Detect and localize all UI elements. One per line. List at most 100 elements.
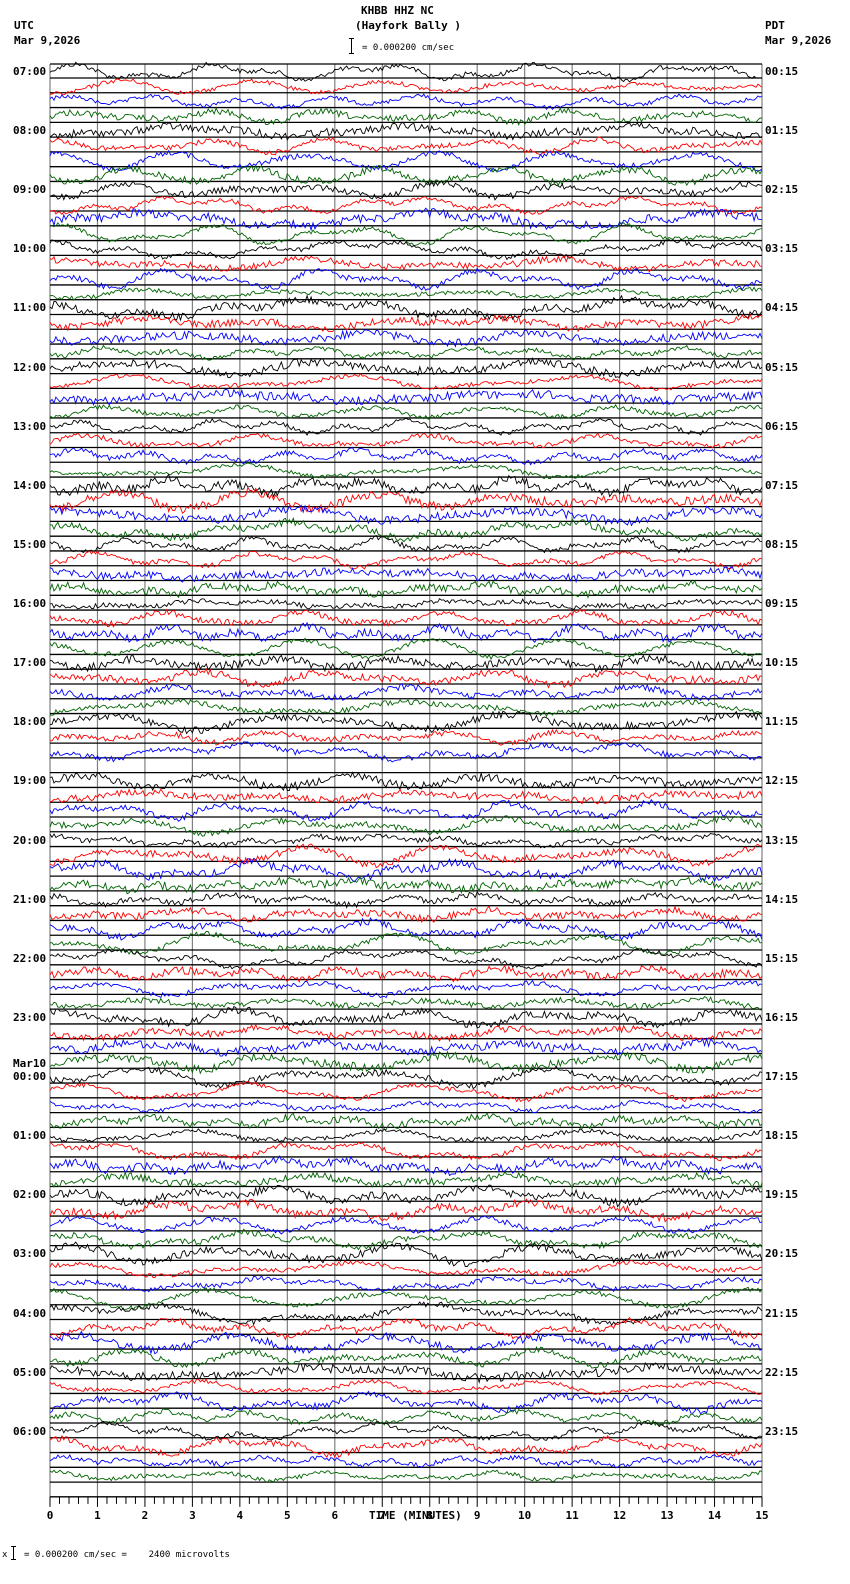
pdt-hour-label: 18:15	[765, 1129, 799, 1143]
seismic-trace	[49, 462, 763, 480]
seismic-trace	[49, 1037, 763, 1057]
x-tick-label: 13	[660, 1508, 674, 1522]
seismic-trace	[49, 1099, 763, 1114]
seismic-trace	[49, 255, 763, 273]
x-tick-label: 4	[236, 1508, 244, 1522]
seismic-trace	[49, 843, 763, 869]
seismic-trace	[49, 486, 763, 515]
utc-hour-label: 20:00	[13, 833, 47, 847]
seismic-trace	[49, 344, 763, 361]
seismic-trace	[49, 504, 763, 527]
pdt-hour-label: 15:15	[765, 951, 799, 965]
seismic-trace	[49, 931, 763, 955]
seismic-trace	[49, 313, 763, 333]
seismic-trace	[49, 1390, 763, 1415]
station-location: (Hayfork Bally )	[355, 19, 461, 32]
utc-hour-label: 14:00	[13, 478, 47, 492]
seismic-trace	[49, 728, 763, 746]
seismic-trace	[49, 1241, 763, 1267]
pdt-hour-label: 10:15	[765, 656, 799, 670]
seismic-trace	[49, 1286, 763, 1312]
utc-hour-label: 06:00	[13, 1424, 47, 1438]
x-tick-label: 8	[426, 1508, 434, 1522]
utc-hour-label: 13:00	[13, 419, 47, 433]
seismic-trace	[49, 1081, 763, 1103]
x-tick-label: 15	[755, 1508, 769, 1522]
seismic-trace	[49, 1408, 763, 1427]
x-tick-label: 0	[46, 1508, 54, 1522]
seismic-trace	[49, 1170, 763, 1190]
footer-scale-text: = 0.000200 cm/sec = 2400 microvolts	[24, 1550, 230, 1560]
seismic-trace	[49, 1345, 763, 1369]
utc-hour-label: 00:00	[13, 1070, 47, 1084]
seismic-trace	[49, 1184, 763, 1208]
x-tick-label: 12	[612, 1508, 627, 1522]
pdt-hour-label: 01:15	[765, 124, 799, 138]
utc-hour-label: 01:00	[13, 1129, 47, 1143]
seismic-trace	[49, 238, 763, 261]
seismic-trace	[49, 979, 763, 999]
x-tick-label: 3	[189, 1508, 196, 1522]
seismic-trace	[49, 106, 763, 127]
seismic-trace	[49, 195, 763, 215]
x-tick-label: 6	[331, 1508, 339, 1522]
pdt-hour-label: 20:15	[765, 1247, 799, 1261]
seismic-trace	[49, 741, 763, 763]
seismic-trace	[49, 598, 763, 610]
utc-hour-label: 17:00	[13, 656, 47, 670]
seismic-trace	[49, 995, 763, 1011]
seismic-trace	[49, 654, 763, 673]
station-title: KHBB HHZ NC	[361, 4, 434, 17]
utc-hour-label: 09:00	[13, 183, 47, 197]
seismic-trace	[49, 388, 763, 406]
seismic-trace	[49, 329, 763, 348]
utc-hour-label: 04:00	[13, 1306, 47, 1320]
pdt-hour-label: 12:15	[765, 774, 799, 788]
seismic-trace	[49, 1005, 763, 1029]
utc-hour-label: 07:00	[13, 65, 47, 78]
utc-hour-label: 21:00	[13, 892, 47, 906]
pdt-hour-label: 13:15	[765, 833, 799, 847]
seismic-trace	[49, 1274, 763, 1293]
scale-bar-icon	[349, 38, 356, 54]
utc-hour-label: 18:00	[13, 715, 47, 729]
seismic-trace	[49, 608, 763, 628]
seismic-trace	[49, 1362, 763, 1384]
seismic-trace	[49, 1111, 763, 1130]
pdt-hour-label: 04:15	[765, 301, 799, 315]
seismic-trace	[50, 222, 763, 247]
seismic-trace	[49, 61, 763, 83]
x-tick-label: 5	[284, 1508, 291, 1522]
seismic-trace	[49, 857, 763, 883]
pdt-hour-label: 07:15	[765, 478, 799, 492]
seismic-trace	[49, 1228, 763, 1251]
pdt-hour-label: 11:15	[765, 715, 799, 729]
x-tick-label: 11	[565, 1508, 579, 1522]
seismic-trace	[49, 1198, 763, 1223]
seismic-trace	[49, 683, 763, 702]
seismic-trace	[49, 1420, 763, 1441]
seismic-trace	[49, 179, 763, 201]
seismic-trace	[49, 163, 763, 187]
pdt-hour-label: 02:15	[765, 183, 799, 197]
seismic-trace	[49, 637, 763, 661]
right-timezone: PDT	[765, 19, 785, 32]
pdt-hour-label: 09:15	[765, 597, 799, 611]
x-tick-label: 10	[518, 1508, 532, 1522]
footer-scale-bar-icon	[11, 1546, 18, 1560]
seismic-trace	[49, 1023, 763, 1043]
pdt-hour-label: 23:15	[765, 1424, 799, 1438]
seismic-trace	[49, 447, 763, 466]
pdt-hour-label: 19:15	[765, 1188, 799, 1202]
seismic-trace	[49, 1434, 763, 1459]
seismic-trace	[49, 788, 763, 805]
seismic-trace	[49, 890, 763, 909]
seismic-trace	[49, 798, 762, 822]
utc-hour-label: 16:00	[13, 597, 47, 611]
seismic-trace	[49, 1454, 763, 1469]
utc-hour-label: 12:00	[13, 360, 47, 374]
footer-mark: x	[2, 1550, 8, 1560]
seismic-trace	[49, 698, 763, 718]
x-tick-label: 2	[141, 1508, 149, 1522]
